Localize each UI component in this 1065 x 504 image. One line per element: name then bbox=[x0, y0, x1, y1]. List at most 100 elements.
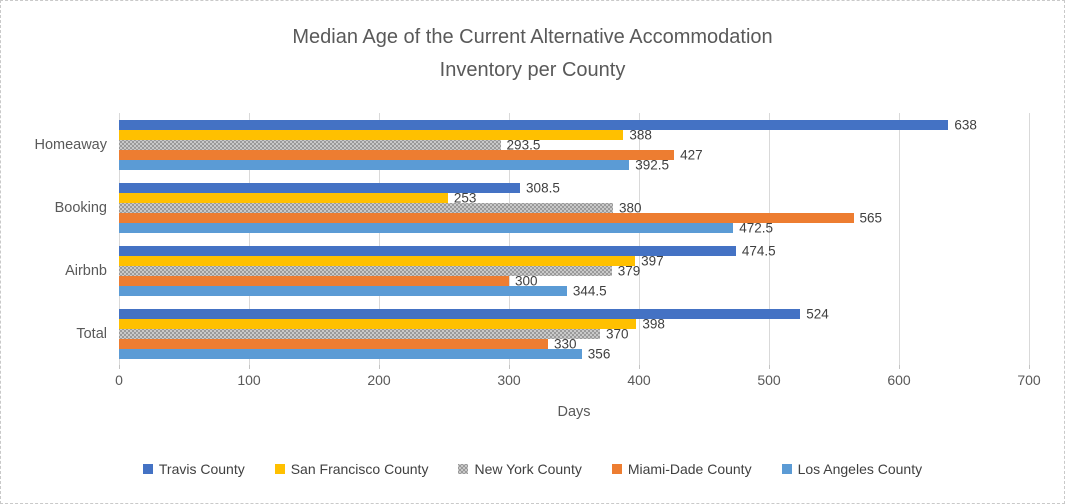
value-axis-title: Days bbox=[557, 404, 591, 420]
legend-marker-miami-dade-county bbox=[611, 464, 622, 474]
value-axis-label-0: 0 bbox=[115, 372, 123, 388]
bar-row-new-york-county-airbnb: 379 bbox=[119, 263, 1029, 278]
legend-marker-los-angeles-county bbox=[781, 464, 792, 474]
bar-row-los-angeles-county-airbnb: 344.5 bbox=[119, 283, 1029, 298]
legend-label-los-angeles-county: Los Angeles County bbox=[797, 461, 923, 477]
bar-travis-county-booking bbox=[119, 182, 521, 193]
category-label-homeaway: Homeaway bbox=[34, 136, 107, 153]
gridline-x-100 bbox=[249, 113, 250, 365]
legend-marker-new-york-county bbox=[458, 464, 469, 474]
chart-title: Median Age of the Current Alternative Ac… bbox=[1, 21, 1064, 87]
data-label-san-francisco-county-booking: 253 bbox=[453, 190, 477, 205]
value-axis-label-700: 700 bbox=[1017, 372, 1041, 388]
bar-travis-county-airbnb bbox=[119, 245, 736, 256]
chart-title-line-1: Median Age of the Current Alternative Ac… bbox=[292, 26, 773, 48]
value-axis-label-400: 400 bbox=[627, 372, 651, 388]
value-axis-labels: 0 100 200 300 400 500 600 700 bbox=[115, 372, 1041, 390]
data-label-los-angeles-county-airbnb: 344.5 bbox=[572, 283, 607, 298]
legend-item-los-angeles-county: Los Angeles County bbox=[781, 461, 923, 477]
plot-area: 638 388 293.5 427 392.5 308.5 253 380 565 472.5 47… bbox=[119, 113, 1030, 369]
legend-item-san-francisco-county: San Francisco County bbox=[274, 461, 429, 477]
chart-title-line-2: Inventory per County bbox=[439, 59, 626, 81]
axis-tick-x-600 bbox=[899, 365, 900, 369]
gridline-x-0 bbox=[119, 113, 120, 365]
value-axis-label-100: 100 bbox=[237, 372, 261, 388]
axis-tick-x-400 bbox=[639, 365, 640, 369]
bar-row-miami-dade-county-homeaway: 427 bbox=[119, 147, 1029, 162]
data-label-travis-county-booking: 308.5 bbox=[526, 180, 560, 195]
axis-tick-x-300 bbox=[509, 365, 510, 369]
axis-tick-x-200 bbox=[379, 365, 380, 369]
bar-los-angeles-county-total bbox=[119, 348, 582, 359]
gridline-x-200 bbox=[379, 113, 380, 365]
value-axis-label-200: 200 bbox=[367, 372, 391, 388]
bar-los-angeles-county-homeaway bbox=[119, 159, 630, 170]
category-label-booking: Booking bbox=[54, 199, 107, 216]
category-label-airbnb: Airbnb bbox=[65, 262, 107, 279]
data-label-new-york-county-airbnb: 379 bbox=[617, 263, 641, 278]
bar-row-san-francisco-county-booking: 253 bbox=[119, 190, 1029, 205]
bar-row-los-angeles-county-booking: 472.5 bbox=[119, 220, 1029, 235]
legend-marker-san-francisco-county bbox=[274, 464, 285, 474]
legend-item-miami-dade-county: Miami-Dade County bbox=[611, 461, 752, 477]
axis-tick-x-100 bbox=[249, 365, 250, 369]
bar-group-airbnb: 474.5 397 379 300 344.5 bbox=[119, 239, 1029, 302]
bar-group-total: 524 398 370 330 356 bbox=[119, 302, 1029, 365]
data-label-travis-county-total: 524 bbox=[806, 306, 829, 321]
legend-label-new-york-county: New York County bbox=[474, 461, 582, 477]
bar-row-travis-county-homeaway: 638 bbox=[119, 117, 1029, 132]
bar-row-new-york-county-booking: 380 bbox=[119, 200, 1029, 215]
data-label-travis-county-airbnb: 474.5 bbox=[741, 243, 776, 258]
bar-row-travis-county-booking: 308.5 bbox=[119, 180, 1029, 195]
data-label-los-angeles-county-booking: 472.5 bbox=[739, 220, 774, 235]
gridline-x-500 bbox=[769, 113, 770, 365]
category-axis-labels: Homeaway Booking Airbnb Total bbox=[1, 113, 107, 365]
bar-row-new-york-county-total: 370 bbox=[119, 326, 1029, 341]
data-label-new-york-county-homeaway: 293.5 bbox=[506, 137, 541, 152]
bar-new-york-county-airbnb bbox=[119, 265, 612, 276]
axis-tick-x-500 bbox=[769, 365, 770, 369]
gridline-x-400 bbox=[639, 113, 640, 365]
bar-miami-dade-county-booking bbox=[119, 212, 854, 223]
bar-travis-county-total bbox=[119, 308, 801, 319]
legend-label-san-francisco-county: San Francisco County bbox=[290, 461, 429, 477]
bar-miami-dade-county-airbnb bbox=[119, 275, 509, 286]
bar-miami-dade-county-homeaway bbox=[119, 149, 675, 160]
bar-los-angeles-county-airbnb bbox=[119, 285, 567, 296]
axis-tick-x-700 bbox=[1029, 365, 1030, 369]
bar-travis-county-homeaway bbox=[119, 119, 949, 130]
bar-row-miami-dade-county-airbnb: 300 bbox=[119, 273, 1029, 288]
bar-los-angeles-county-booking bbox=[119, 222, 734, 233]
bar-group-homeaway: 638 388 293.5 427 392.5 bbox=[119, 113, 1029, 176]
gridline-x-300 bbox=[509, 113, 510, 365]
value-axis-label-500: 500 bbox=[757, 372, 781, 388]
bar-miami-dade-county-total bbox=[119, 338, 548, 349]
bar-san-francisco-county-homeaway bbox=[119, 129, 624, 140]
data-label-miami-dade-county-homeaway: 427 bbox=[680, 147, 703, 162]
data-label-miami-dade-county-airbnb: 300 bbox=[515, 273, 538, 288]
bar-row-san-francisco-county-homeaway: 388 bbox=[119, 127, 1029, 142]
bar-row-miami-dade-county-total: 330 bbox=[119, 336, 1029, 351]
axis-tick-x-0 bbox=[119, 365, 120, 369]
bar-row-travis-county-total: 524 bbox=[119, 306, 1029, 321]
bar-san-francisco-county-booking bbox=[119, 192, 448, 203]
value-axis-label-600: 600 bbox=[887, 372, 911, 388]
bar-new-york-county-booking bbox=[119, 202, 613, 213]
data-label-miami-dade-county-total: 330 bbox=[554, 336, 577, 351]
bar-row-san-francisco-county-airbnb: 397 bbox=[119, 253, 1029, 268]
data-label-los-angeles-county-total: 356 bbox=[587, 346, 611, 361]
legend-marker-travis-county bbox=[142, 464, 153, 474]
legend-item-travis-county: Travis County bbox=[142, 461, 245, 477]
data-label-miami-dade-county-booking: 565 bbox=[859, 210, 883, 225]
bar-row-travis-county-airbnb: 474.5 bbox=[119, 243, 1029, 258]
bar-row-los-angeles-county-total: 356 bbox=[119, 346, 1029, 361]
bar-new-york-county-homeaway bbox=[119, 139, 501, 150]
legend: Travis County San Francisco County New Yor… bbox=[1, 461, 1064, 477]
data-label-travis-county-homeaway: 638 bbox=[954, 117, 977, 132]
data-label-new-york-county-booking: 380 bbox=[618, 200, 642, 215]
data-label-san-francisco-county-homeaway: 388 bbox=[629, 127, 652, 142]
category-label-total: Total bbox=[76, 325, 107, 342]
bar-group-booking: 308.5 253 380 565 472.5 bbox=[119, 176, 1029, 239]
bar-row-miami-dade-county-booking: 565 bbox=[119, 210, 1029, 225]
